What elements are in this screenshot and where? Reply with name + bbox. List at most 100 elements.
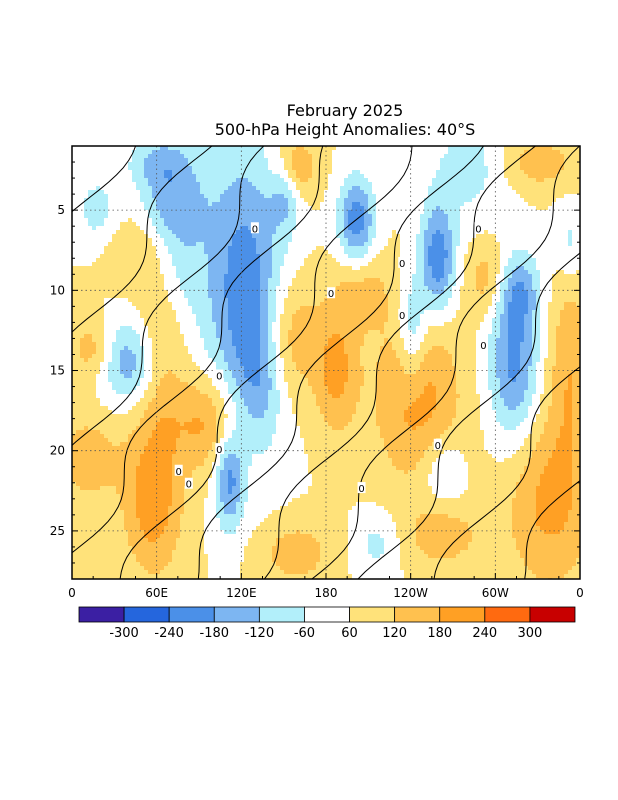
anomaly-cell	[280, 238, 284, 242]
anomaly-cell	[540, 166, 544, 170]
anomaly-cell	[528, 306, 532, 310]
anomaly-cell	[328, 146, 332, 150]
anomaly-cell	[124, 262, 128, 266]
anomaly-cell	[100, 206, 104, 210]
anomaly-cell	[280, 190, 284, 194]
anomaly-cell	[476, 186, 480, 190]
anomaly-cell	[376, 274, 380, 278]
anomaly-cell	[112, 238, 116, 242]
anomaly-cell	[80, 354, 84, 358]
anomaly-cell	[460, 314, 464, 318]
anomaly-cell	[240, 262, 244, 266]
anomaly-cell	[172, 358, 176, 362]
anomaly-cell	[192, 166, 196, 170]
anomaly-cell	[356, 358, 360, 362]
anomaly-cell	[524, 270, 528, 274]
anomaly-cell	[444, 338, 448, 342]
anomaly-cell	[328, 162, 332, 166]
anomaly-cell	[560, 334, 564, 338]
anomaly-cell	[372, 294, 376, 298]
anomaly-cell	[272, 298, 276, 302]
anomaly-cell	[196, 166, 200, 170]
anomaly-cell	[568, 162, 572, 166]
anomaly-cell	[420, 230, 424, 234]
anomaly-cell	[188, 202, 192, 206]
anomaly-cell	[212, 158, 216, 162]
anomaly-cell	[256, 282, 260, 286]
anomaly-cell	[168, 158, 172, 162]
anomaly-cell	[576, 290, 580, 294]
anomaly-cell	[572, 190, 576, 194]
anomaly-cell	[500, 286, 504, 290]
anomaly-cell	[180, 190, 184, 194]
anomaly-cell	[240, 346, 244, 350]
anomaly-cell	[492, 334, 496, 338]
anomaly-cell	[92, 226, 96, 230]
anomaly-cell	[528, 326, 532, 330]
anomaly-cell	[548, 166, 552, 170]
anomaly-cell	[108, 362, 112, 366]
anomaly-cell	[136, 182, 140, 186]
anomaly-cell	[364, 218, 368, 222]
anomaly-cell	[236, 258, 240, 262]
anomaly-cell	[344, 286, 348, 290]
anomaly-cell	[516, 182, 520, 186]
anomaly-cell	[424, 246, 428, 250]
anomaly-cell	[272, 250, 276, 254]
anomaly-cell	[256, 254, 260, 258]
anomaly-cell	[568, 334, 572, 338]
anomaly-cell	[116, 238, 120, 242]
anomaly-cell	[236, 222, 240, 226]
anomaly-cell	[244, 366, 248, 370]
anomaly-cell	[472, 266, 476, 270]
anomaly-cell	[356, 214, 360, 218]
anomaly-cell	[444, 242, 448, 246]
anomaly-cell	[576, 278, 580, 282]
anomaly-cell	[352, 234, 356, 238]
anomaly-cell	[456, 322, 460, 326]
anomaly-cell	[208, 298, 212, 302]
anomaly-cell	[216, 362, 220, 366]
anomaly-cell	[136, 230, 140, 234]
anomaly-cell	[88, 362, 92, 366]
anomaly-cell	[252, 166, 256, 170]
anomaly-cell	[420, 278, 424, 282]
anomaly-cell	[100, 342, 104, 346]
anomaly-cell	[212, 170, 216, 174]
anomaly-cell	[340, 234, 344, 238]
anomaly-cell	[308, 282, 312, 286]
anomaly-cell	[552, 158, 556, 162]
anomaly-cell	[428, 362, 432, 366]
anomaly-cell	[248, 298, 252, 302]
anomaly-cell	[344, 218, 348, 222]
anomaly-cell	[424, 354, 428, 358]
anomaly-cell	[136, 362, 140, 366]
anomaly-cell	[572, 362, 576, 366]
anomaly-cell	[132, 238, 136, 242]
anomaly-cell	[312, 346, 316, 350]
anomaly-cell	[300, 146, 304, 150]
anomaly-cell	[476, 234, 480, 238]
anomaly-cell	[268, 182, 272, 186]
anomaly-cell	[504, 170, 508, 174]
anomaly-cell	[444, 206, 448, 210]
anomaly-cell	[124, 330, 128, 334]
anomaly-cell	[208, 170, 212, 174]
anomaly-cell	[220, 242, 224, 246]
anomaly-cell	[224, 274, 228, 278]
anomaly-cell	[372, 306, 376, 310]
anomaly-cell	[340, 190, 344, 194]
anomaly-cell	[308, 350, 312, 354]
anomaly-cell	[216, 154, 220, 158]
anomaly-cell	[404, 358, 408, 362]
anomaly-cell	[184, 202, 188, 206]
anomaly-cell	[308, 342, 312, 346]
anomaly-cell	[536, 290, 540, 294]
anomaly-cell	[536, 338, 540, 342]
anomaly-cell	[156, 306, 160, 310]
anomaly-cell	[196, 282, 200, 286]
anomaly-cell	[232, 298, 236, 302]
anomaly-cell	[168, 234, 172, 238]
anomaly-cell	[456, 150, 460, 154]
anomaly-cell	[256, 362, 260, 366]
